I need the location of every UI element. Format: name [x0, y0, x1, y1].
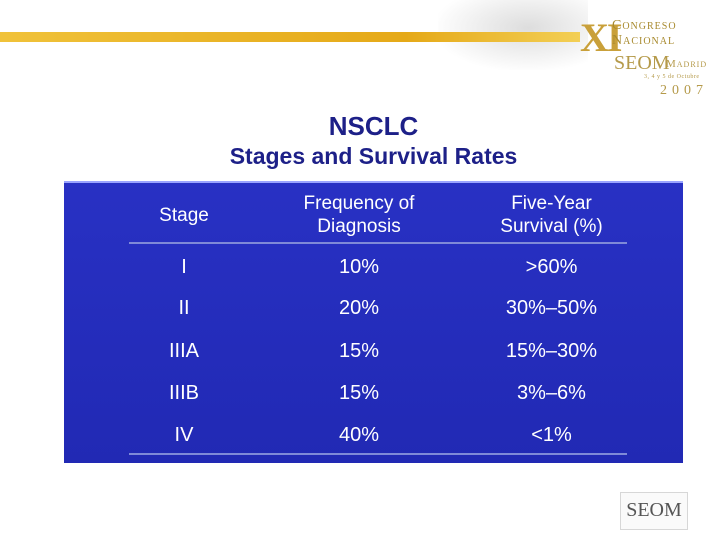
- logo-year: 2007: [660, 83, 708, 98]
- row-5-frequency: 40%: [338, 424, 380, 446]
- logo-line-2: Nacional: [612, 33, 676, 48]
- congress-logo: XI Congreso Nacional SEOM Madrid 3, 4 y …: [578, 12, 720, 102]
- row-5-survival: <1%: [531, 424, 572, 446]
- row-3-survival: 15%–30%: [505, 340, 598, 362]
- logo-dates: 3, 4 y 5 de Octubre: [644, 74, 700, 80]
- row-5-stage: IV: [174, 424, 194, 446]
- slide-title-area: NSCLC Stages and Survival Rates: [64, 105, 683, 181]
- logo-line-1: Congreso: [612, 18, 677, 33]
- slide-title: NSCLC: [328, 111, 419, 141]
- header-survival-line2: Survival (%): [500, 216, 603, 237]
- row-4-stage: IIIB: [168, 382, 199, 404]
- row-2-frequency: 20%: [338, 297, 380, 319]
- title-divider: [64, 181, 683, 183]
- row-2-survival: 30%–50%: [505, 297, 598, 319]
- header-stage: Stage: [124, 204, 244, 227]
- header-survival-line1: Five-Year: [511, 193, 592, 214]
- header-frequency-line1: Frequency of: [303, 193, 415, 214]
- logo-city: Madrid: [666, 58, 708, 70]
- row-1-survival: >60%: [525, 256, 578, 278]
- row-4-survival: 3%–6%: [517, 382, 586, 404]
- gold-header-bar: [0, 32, 580, 42]
- header-frequency-line2: Diagnosis: [317, 216, 401, 237]
- slide-title-block: NSCLC Stages and Survival Rates: [64, 111, 683, 171]
- row-1-stage: I: [181, 256, 187, 278]
- header-rule: [129, 242, 627, 244]
- header-frequency: Frequency of Diagnosis: [264, 192, 454, 238]
- header-stage-line1: Stage: [159, 205, 209, 226]
- seom-logo-text: SEOM: [626, 499, 682, 521]
- seom-logo: SEOM: [620, 492, 688, 530]
- row-3-frequency: 15%: [338, 340, 380, 362]
- table-bottom-rule: [129, 453, 627, 455]
- header-survival: Five-Year Survival (%): [464, 192, 639, 238]
- logo-seom: SEOM: [614, 52, 670, 74]
- row-1-frequency: 10%: [338, 256, 380, 278]
- row-3-stage: IIIA: [168, 340, 199, 362]
- row-4-frequency: 15%: [338, 382, 380, 404]
- row-2-stage: II: [178, 297, 190, 319]
- slide-subtitle: Stages and Survival Rates: [229, 143, 518, 169]
- logo-roman-numeral: XI: [580, 15, 622, 60]
- logo-congress-name: Congreso Nacional: [612, 18, 677, 48]
- slide-panel: NSCLC Stages and Survival Rates Stage Fr…: [64, 105, 683, 463]
